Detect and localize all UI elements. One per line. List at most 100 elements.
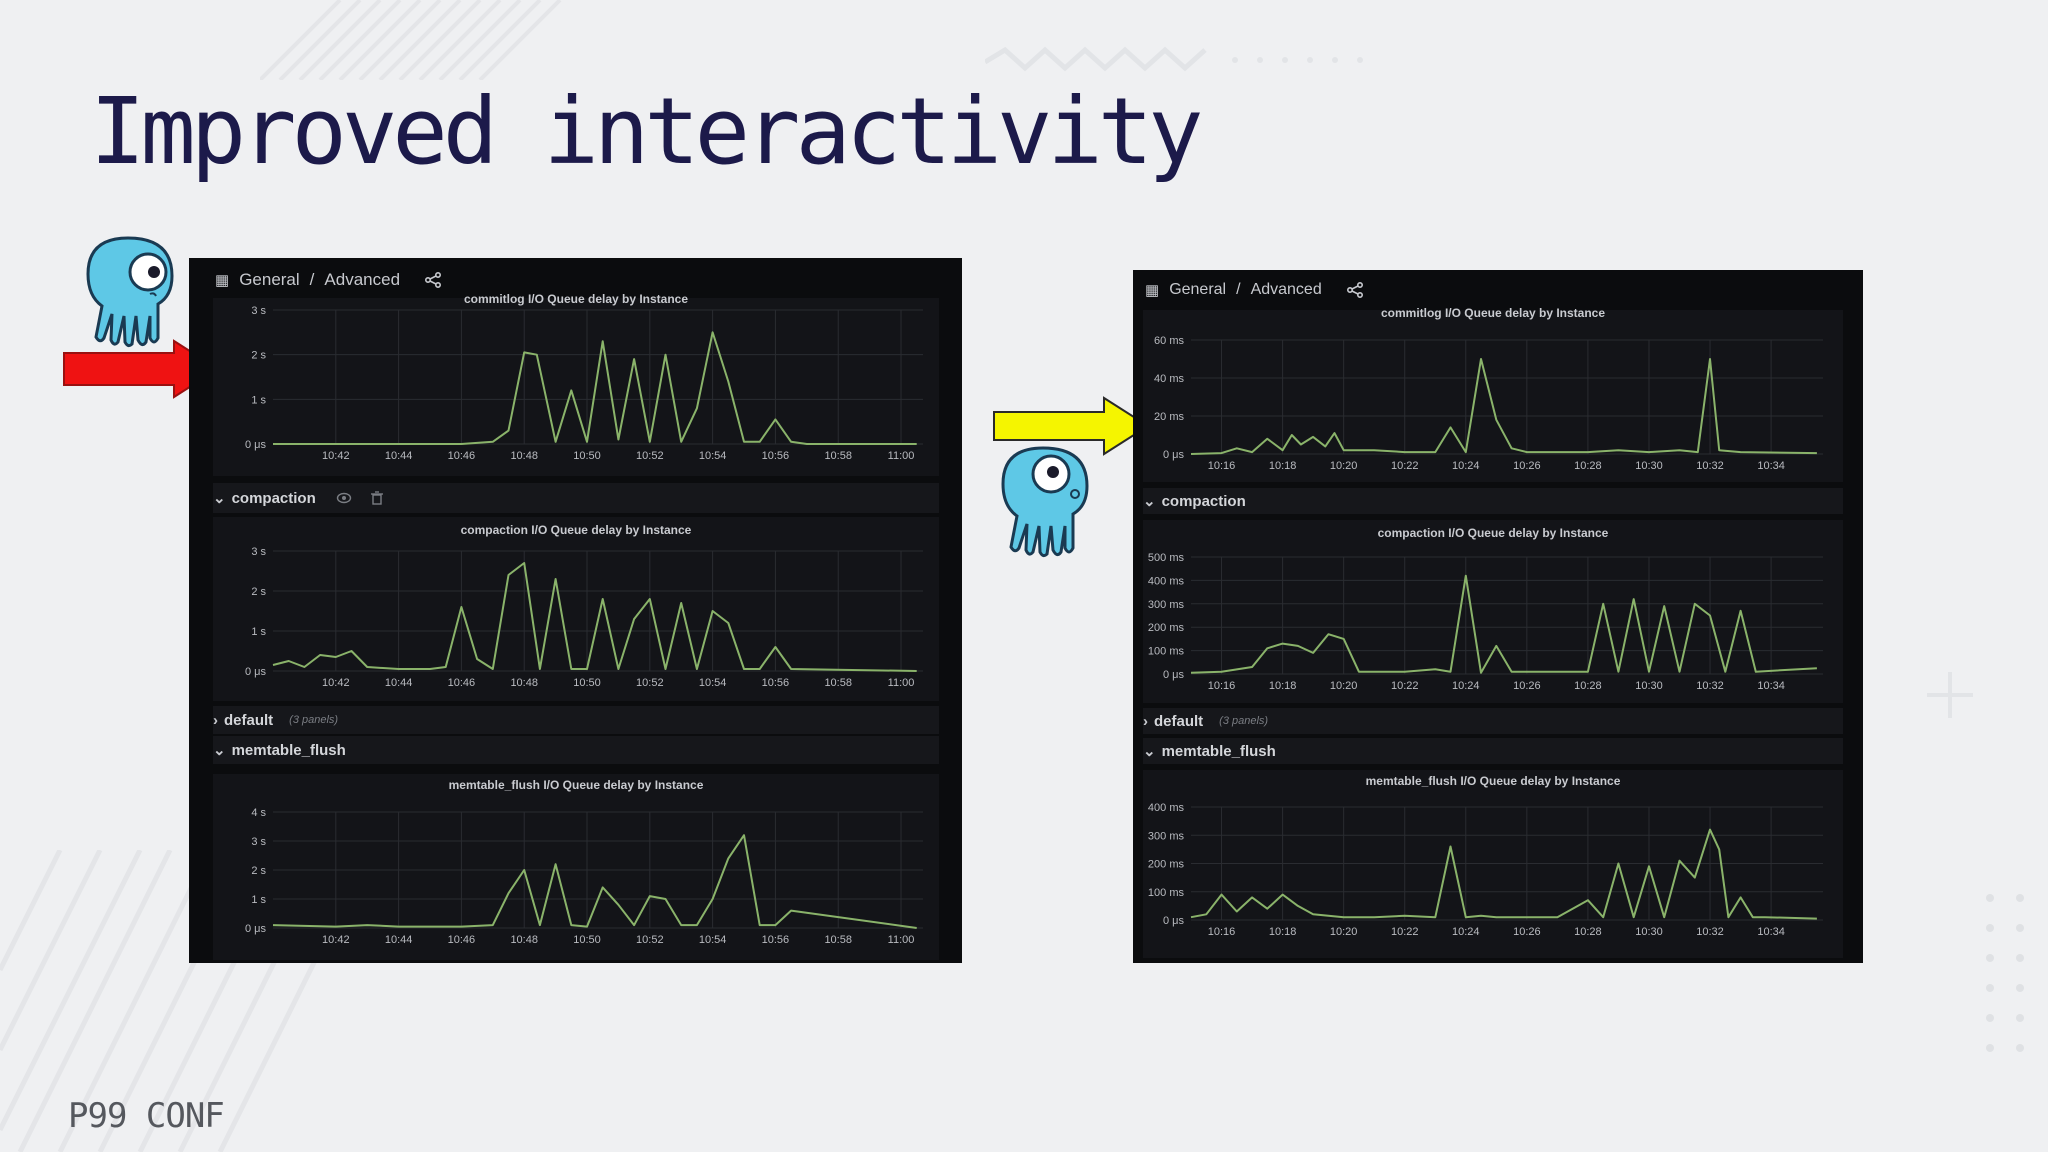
y-tick-label: 20 ms — [1154, 411, 1184, 423]
slide-title: Improved interactivity — [90, 78, 1204, 185]
x-tick-label: 10:58 — [824, 934, 852, 946]
x-tick-label: 10:42 — [322, 677, 350, 689]
row-label: compaction — [231, 489, 316, 507]
y-tick-label: 40 ms — [1154, 373, 1184, 385]
x-tick-label: 10:26 — [1513, 460, 1541, 472]
panel-title: memtable_flush I/O Queue delay by Instan… — [1365, 774, 1621, 788]
x-tick-label: 10:46 — [448, 677, 476, 689]
panel-memtable-flush[interactable]: memtable_flush I/O Queue delay by Instan… — [1143, 770, 1843, 958]
x-tick-label: 10:44 — [385, 934, 413, 946]
chevron-right-icon: › — [1143, 712, 1148, 730]
octopus-mascot-icon — [1001, 446, 1089, 558]
panel-title: commitlog I/O Queue delay by Instance — [463, 292, 689, 306]
x-tick-label: 10:32 — [1696, 680, 1724, 692]
y-tick-label: 2 s — [251, 586, 266, 598]
x-tick-label: 10:54 — [699, 934, 727, 946]
x-tick-label: 10:48 — [510, 450, 538, 462]
chart: 4 s 3 s 2 s 1 s 0 μs 10:42 10:44 10:46 10:48 10:5… — [245, 807, 923, 946]
x-tick-label: 10:30 — [1635, 926, 1663, 938]
row-label: default — [224, 711, 274, 729]
panel-commitlog[interactable]: commitlog I/O Queue delay by Instance 60… — [1143, 306, 1843, 482]
panel-compaction[interactable]: compaction I/O Queue delay by Instance 3… — [213, 517, 939, 701]
series-line — [1190, 358, 1817, 455]
x-tick-label: 10:22 — [1391, 460, 1419, 472]
panel-memtable-flush[interactable]: memtable_flush I/O Queue delay by Instan… — [213, 774, 939, 960]
trash-icon[interactable] — [370, 491, 384, 505]
x-tick-label: 10:52 — [636, 677, 664, 689]
row-compaction[interactable]: ⌄ compaction — [213, 483, 939, 513]
panel-commitlog[interactable]: commitlog I/O Queue delay by Instance 3 … — [213, 292, 939, 476]
x-tick-label: 10:50 — [573, 450, 601, 462]
y-tick-label: 0 μs — [1163, 669, 1185, 681]
chevron-right-icon: › — [213, 711, 218, 729]
x-tick-label: 10:26 — [1513, 926, 1541, 938]
panel-title: compaction I/O Queue delay by Instance — [460, 523, 692, 537]
row-memtable-flush[interactable]: ⌄ memtable_flush — [213, 736, 939, 764]
chart: 3 s 2 s 1 s 0 μs 10:42 10:44 10:46 10:48 10:50 10… — [245, 546, 923, 689]
y-tick-label: 1 s — [251, 626, 266, 638]
y-tick-label: 3 s — [251, 836, 266, 848]
row-memtable-flush[interactable]: ⌄ memtable_flush — [1143, 738, 1843, 764]
breadcrumb-advanced[interactable]: Advanced — [1250, 281, 1322, 298]
row-compaction[interactable]: ⌄ compaction — [1143, 488, 1843, 514]
row-default[interactable]: › default (3 panels) — [1143, 708, 1843, 734]
panel-compaction[interactable]: compaction I/O Queue delay by Instance 5… — [1143, 520, 1843, 703]
x-tick-label: 10:16 — [1208, 926, 1236, 938]
y-tick-label: 4 s — [251, 807, 266, 819]
row-label: compaction — [1161, 492, 1246, 510]
panel-title: compaction I/O Queue delay by Instance — [1377, 526, 1609, 540]
y-tick-label: 0 μs — [1163, 915, 1185, 927]
dashboard-header: ▦ General / Advanced — [215, 262, 962, 298]
y-tick-label: 0 μs — [1163, 449, 1185, 461]
y-tick-label: 100 ms — [1148, 887, 1185, 899]
dashboard-grid-icon: ▦ — [1145, 282, 1160, 299]
x-tick-label: 10:54 — [699, 450, 727, 462]
x-tick-label: 10:56 — [762, 934, 790, 946]
breadcrumb-advanced[interactable]: Advanced — [324, 270, 401, 289]
x-tick-label: 10:56 — [762, 450, 790, 462]
x-tick-label: 10:48 — [510, 677, 538, 689]
x-tick-label: 10:42 — [322, 934, 350, 946]
series-line — [272, 562, 917, 672]
x-tick-label: 10:18 — [1269, 460, 1297, 472]
y-tick-label: 0 μs — [245, 666, 267, 678]
x-tick-label: 10:32 — [1696, 926, 1724, 938]
y-tick-label: 1 s — [251, 894, 266, 906]
dashboard-grid-icon: ▦ — [215, 272, 230, 289]
y-tick-label: 60 ms — [1154, 335, 1184, 347]
x-tick-label: 10:30 — [1635, 460, 1663, 472]
chart: 3 s 2 s 1 s 0 μs 10:42 10:44 10:46 10:48 10:50 10… — [245, 305, 923, 462]
breadcrumb: General / Advanced — [1169, 281, 1332, 299]
chart: 500 ms 400 ms 300 ms 200 ms 100 ms 0 μs 10:16 1… — [1148, 552, 1823, 692]
x-tick-label: 10:24 — [1452, 460, 1480, 472]
x-tick-label: 11:00 — [888, 450, 915, 462]
row-default[interactable]: › default (3 panels) — [213, 706, 939, 734]
breadcrumb-general[interactable]: General — [239, 270, 300, 289]
y-tick-label: 0 μs — [245, 439, 267, 451]
x-tick-label: 10:20 — [1330, 926, 1358, 938]
y-tick-label: 2 s — [251, 865, 266, 877]
dashboard-screenshot-left: ▦ General / Advanced commitlog I/O Queue… — [189, 258, 962, 963]
panel-title: commitlog I/O Queue delay by Instance — [1380, 306, 1606, 320]
x-tick-label: 10:44 — [385, 450, 413, 462]
row-label: default — [1154, 712, 1204, 730]
dashboard-screenshot-right: ▦ General / Advanced commitlog I/O Queue… — [1133, 270, 1863, 963]
x-tick-label: 10:28 — [1574, 926, 1602, 938]
chevron-down-icon: ⌄ — [213, 490, 226, 507]
x-tick-label: 10:22 — [1391, 926, 1419, 938]
octopus-mascot-icon — [86, 236, 174, 348]
y-tick-label: 300 ms — [1148, 830, 1185, 842]
breadcrumb-general[interactable]: General — [1169, 281, 1227, 298]
breadcrumb-separator: / — [1236, 281, 1241, 298]
y-tick-label: 1 s — [251, 394, 266, 406]
y-tick-label: 3 s — [251, 305, 266, 317]
x-tick-label: 10:50 — [573, 677, 601, 689]
x-tick-label: 10:48 — [510, 934, 538, 946]
background-hatch-top — [260, 0, 562, 80]
chevron-down-icon: ⌄ — [213, 742, 226, 759]
eye-icon[interactable] — [336, 492, 352, 504]
share-icon[interactable] — [424, 272, 442, 288]
series-line — [1190, 574, 1817, 674]
share-icon[interactable] — [1346, 282, 1364, 298]
x-tick-label: 10:54 — [699, 677, 727, 689]
